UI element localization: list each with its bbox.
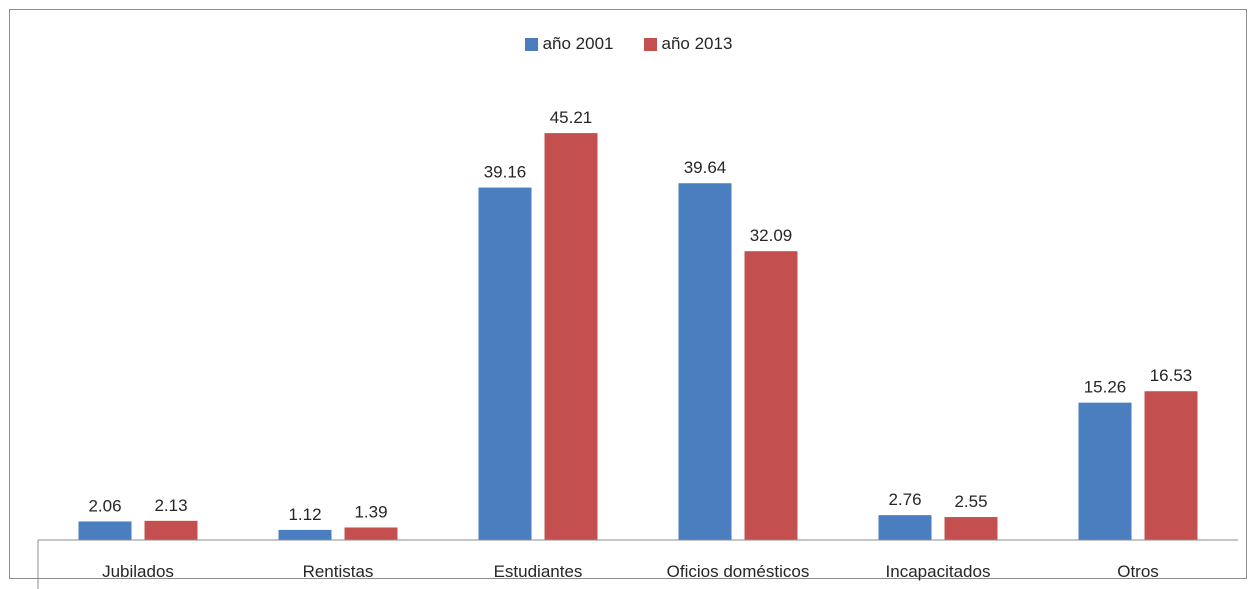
legend-swatch-2013 bbox=[643, 37, 657, 51]
bar-2013-5 bbox=[1144, 391, 1198, 540]
legend: año 2001 año 2013 bbox=[0, 34, 1257, 54]
chart-frame bbox=[9, 9, 1247, 579]
bar-2001-1 bbox=[278, 529, 332, 540]
bar-2013-1 bbox=[344, 527, 398, 540]
bar-2013-0 bbox=[144, 520, 198, 540]
bar-2001-0 bbox=[78, 521, 132, 540]
legend-label-2013: año 2013 bbox=[661, 34, 733, 53]
data-label-2001-5: 15.26 bbox=[1084, 378, 1127, 397]
data-label-2001-0: 2.06 bbox=[88, 496, 121, 515]
data-label-2013-2: 45.21 bbox=[550, 108, 593, 127]
bar-2001-3 bbox=[678, 183, 732, 541]
legend-label-2001: año 2001 bbox=[542, 34, 614, 53]
category-label-0: Jubilados bbox=[102, 562, 174, 581]
bar-2001-4 bbox=[878, 515, 932, 540]
bar-2013-3 bbox=[744, 251, 798, 540]
legend-item-2013: año 2013 bbox=[643, 34, 733, 54]
data-label-2013-0: 2.13 bbox=[154, 496, 187, 515]
bar-2013-4 bbox=[944, 517, 998, 540]
category-label-3: Oficios domésticos bbox=[667, 562, 810, 581]
legend-item-2001: año 2001 bbox=[524, 34, 614, 54]
data-label-2001-1: 1.12 bbox=[288, 505, 321, 524]
data-label-2001-3: 39.64 bbox=[684, 158, 727, 177]
bar-2001-2 bbox=[478, 187, 532, 540]
legend-swatch-2001 bbox=[524, 37, 538, 51]
bar-2013-2 bbox=[544, 133, 598, 541]
data-label-2013-4: 2.55 bbox=[954, 492, 987, 511]
category-label-1: Rentistas bbox=[303, 562, 374, 581]
bar-2001-5 bbox=[1078, 402, 1132, 540]
category-label-5: Otros bbox=[1117, 562, 1159, 581]
data-label-2013-5: 16.53 bbox=[1150, 366, 1193, 385]
data-label-2013-1: 1.39 bbox=[354, 502, 387, 521]
category-label-4: Incapacitados bbox=[886, 562, 991, 581]
data-label-2013-3: 32.09 bbox=[750, 226, 793, 245]
category-label-2: Estudiantes bbox=[494, 562, 583, 581]
data-label-2001-4: 2.76 bbox=[888, 490, 921, 509]
data-label-2001-2: 39.16 bbox=[484, 163, 527, 182]
